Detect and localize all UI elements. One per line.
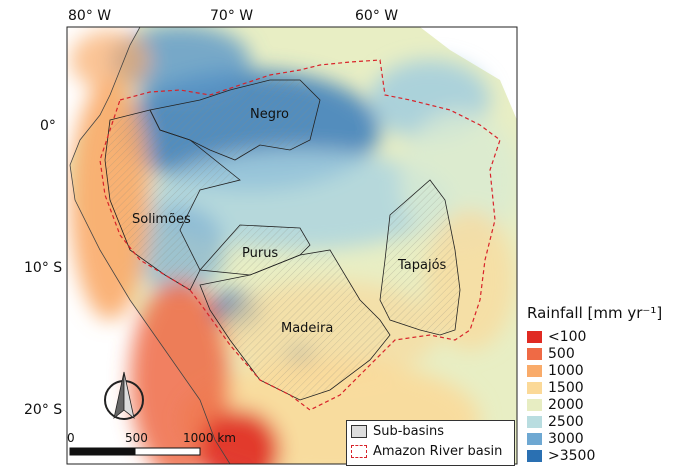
rainfall-legend-item: 1500 [527, 380, 584, 396]
rainfall-class-label: <100 [548, 329, 587, 345]
negro-sub-basin [149, 79, 321, 161]
rainfall-swatch [527, 331, 542, 343]
rainfall-swatch [527, 450, 542, 462]
lat-label-10s: 10° S [24, 260, 63, 276]
sub-basins-label: Sub-basins [373, 423, 445, 439]
rainfall-class-label: 2500 [548, 414, 584, 430]
map-frame [66, 26, 518, 465]
rainfall-legend-item: 2000 [527, 397, 584, 413]
rainfall-swatch [527, 382, 542, 394]
basin-label-negro: Negro [250, 107, 289, 122]
amazon-basin-swatch [351, 444, 367, 458]
rainfall-class-label: 1000 [548, 363, 584, 379]
basin-label-purus: Purus [242, 246, 279, 261]
coastline [69, 27, 231, 464]
rainfall-legend-item: 2500 [527, 414, 584, 430]
rainfall-swatch [527, 399, 542, 411]
lat-label-20s: 20° S [24, 402, 63, 418]
rainfall-swatch [527, 416, 542, 428]
rainfall-legend-item: <100 [527, 329, 586, 345]
lon-label-80w: 80° W [68, 8, 112, 24]
lat-label-0: 0° [40, 118, 56, 134]
rainfall-legend-item: 3000 [527, 431, 584, 447]
rainfall-class-label: 3000 [548, 431, 584, 447]
lon-label-70w: 70° W [210, 8, 254, 24]
north-arrow-icon [104, 371, 144, 420]
madeira-sub-basin [199, 249, 391, 401]
sub-basin-swatch [351, 424, 367, 438]
scale-label-500: 500 [125, 431, 148, 445]
rainfall-legend-item: 1000 [527, 363, 584, 379]
map-legend: Sub-basins Amazon River basin [346, 420, 515, 466]
basin-label-solimoes: Solimões [132, 212, 191, 227]
basin-label-tapajos: Tapajós [398, 258, 447, 273]
rainfall-swatch [527, 348, 542, 360]
lon-label-60w: 60° W [355, 8, 399, 24]
amazon-basin-outline [99, 59, 501, 411]
scale-label-0: 0 [67, 431, 75, 445]
rainfall-swatch [527, 433, 542, 445]
amazon-basin-label: Amazon River basin [373, 443, 503, 459]
rainfall-class-label: 500 [548, 346, 575, 362]
rainfall-swatch [527, 365, 542, 377]
scale-label-1000: 1000 km [183, 431, 236, 445]
scale-bar [69, 447, 201, 456]
solimoes-sub-basin [104, 109, 241, 291]
rainfall-class-label: 2000 [548, 397, 584, 413]
rainfall-legend-item: 500 [527, 346, 575, 362]
rainfall-legend-item: >3500 [527, 448, 595, 464]
basin-label-madeira: Madeira [281, 321, 334, 336]
rainfall-class-label: >3500 [548, 448, 596, 464]
rainfall-legend-title: Rainfall [mm yr⁻¹] [527, 304, 663, 322]
rainfall-class-label: 1500 [548, 380, 584, 396]
tapajos-sub-basin [379, 179, 461, 336]
